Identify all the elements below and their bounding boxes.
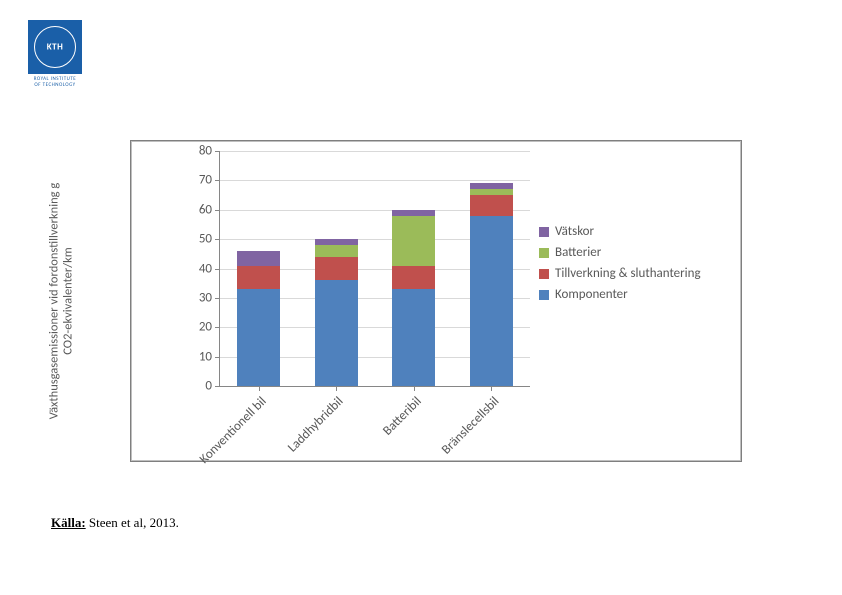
legend-item: Vätskor: [539, 224, 701, 239]
y-tick-label: 50: [199, 232, 212, 247]
y-tick-label: 60: [199, 202, 212, 217]
y-tick-label: 20: [199, 320, 212, 335]
bar-segment: [315, 239, 358, 245]
bar-segment: [315, 257, 358, 281]
bar-segment: [470, 195, 513, 216]
legend-swatch: [539, 269, 549, 279]
chart-inner: Växthusgasemissioner vid fordonstillverk…: [134, 144, 738, 458]
y-tick-label: 0: [205, 379, 212, 394]
bar-segment: [470, 216, 513, 386]
chart-legend: Vätskor Batterier Tillverkning & sluthante…: [539, 224, 701, 308]
bar-segment: [392, 210, 435, 216]
plot-area: 01020304050607080Konventionell bilLaddhy…: [219, 151, 530, 387]
bar-segment: [237, 251, 280, 266]
bar-segment: [470, 189, 513, 195]
y-tick: [215, 298, 220, 299]
source-text: Steen et al, 2013.: [86, 515, 179, 530]
bar-segment: [315, 280, 358, 386]
bar-segment: [392, 266, 435, 290]
legend-item: Komponenter: [539, 287, 701, 302]
x-category-label: Konventionell bil: [197, 394, 270, 467]
source-label: Källa:: [51, 515, 86, 530]
x-category-label: Laddhybridbil: [285, 394, 346, 455]
y-axis-label: Växthusgasemissioner vid fordonstillverk…: [48, 181, 77, 421]
legend-swatch: [539, 248, 549, 258]
y-tick: [215, 239, 220, 240]
x-tick: [336, 386, 337, 391]
x-category-label: Bränslecellsbil: [438, 394, 501, 457]
bar-segment: [315, 245, 358, 257]
y-tick: [215, 180, 220, 181]
legend-label: Vätskor: [555, 224, 594, 239]
y-tick: [215, 269, 220, 270]
legend-label: Batterier: [555, 245, 601, 260]
bar-segment: [392, 289, 435, 386]
y-tick: [215, 386, 220, 387]
gridline: [220, 151, 530, 152]
y-tick: [215, 357, 220, 358]
legend-swatch: [539, 290, 549, 300]
kth-logo-emblem: KTH: [28, 20, 82, 74]
kth-logo-subtitle-2: OF TECHNOLOGY: [20, 83, 90, 89]
y-tick: [215, 151, 220, 152]
legend-label: Tillverkning & sluthantering: [555, 266, 701, 281]
gridline: [220, 180, 530, 181]
legend-label: Komponenter: [555, 287, 628, 302]
legend-item: Batterier: [539, 245, 701, 260]
bar-segment: [392, 216, 435, 266]
plot-frame: 01020304050607080Konventionell bilLaddhy…: [219, 151, 529, 386]
bar-segment: [237, 266, 280, 290]
kth-logo-text: KTH: [28, 42, 82, 53]
x-tick: [491, 386, 492, 391]
y-tick: [215, 327, 220, 328]
kth-logo: KTH ROYAL INSTITUTE OF TECHNOLOGY: [20, 20, 90, 88]
legend-swatch: [539, 227, 549, 237]
bar-segment: [237, 289, 280, 386]
x-tick: [259, 386, 260, 391]
y-tick: [215, 210, 220, 211]
legend-item: Tillverkning & sluthantering: [539, 266, 701, 281]
y-tick-label: 30: [199, 290, 212, 305]
source-citation: Källa: Steen et al, 2013.: [51, 515, 179, 531]
x-category-label: Batteribil: [380, 394, 425, 439]
y-tick-label: 40: [199, 261, 212, 276]
emissions-chart: Växthusgasemissioner vid fordonstillverk…: [130, 140, 742, 462]
y-tick-label: 80: [199, 144, 212, 159]
x-tick: [414, 386, 415, 391]
y-tick-label: 10: [199, 349, 212, 364]
bar-segment: [470, 183, 513, 189]
y-tick-label: 70: [199, 173, 212, 188]
